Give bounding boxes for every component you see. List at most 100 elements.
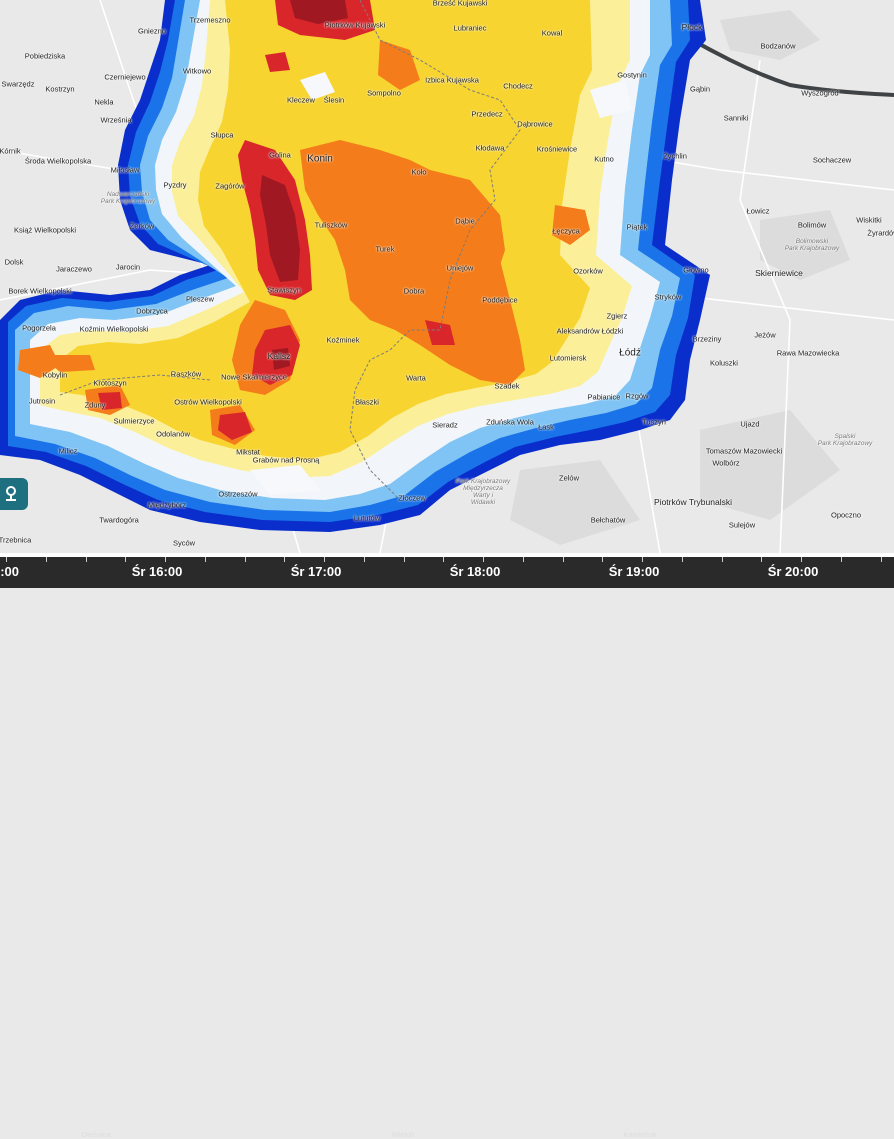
timeline-tick <box>324 557 325 562</box>
place-label: Kostrzyn <box>45 84 75 94</box>
place-label: Trzemeszno <box>189 15 231 25</box>
timeline-label[interactable]: Śr 16:00 <box>131 564 183 579</box>
place-label: Opoczno <box>830 510 862 520</box>
place-label: Konin <box>307 153 333 165</box>
place-label: Aleksandrów Łódzki <box>556 326 624 336</box>
place-label: Rawa Mazowiecka <box>776 348 840 358</box>
place-label: Lutomiersk <box>549 353 587 363</box>
map-label-below: Kamieńsk <box>623 1130 657 1139</box>
place-label: Ślesin <box>323 95 345 105</box>
timeline-tick <box>841 557 842 562</box>
place-label: Wolbórz <box>712 458 740 468</box>
place-label: Grabów nad Prosną <box>252 455 320 465</box>
timeline-tick <box>404 557 405 562</box>
place-label: Kobylin <box>42 370 68 380</box>
place-label: Sochaczew <box>812 155 852 165</box>
place-label: Odolanów <box>156 429 190 439</box>
timeline-tick <box>46 557 47 562</box>
place-label: Zgierz <box>606 311 628 321</box>
place-label: Brześć Kujawski <box>432 0 488 8</box>
timeline-tick <box>483 557 484 562</box>
timeline-label[interactable]: 5:00 <box>0 564 20 579</box>
place-label: Jutrosin <box>28 396 56 406</box>
timeline-bar[interactable]: 5:00 Śr 16:00 Śr 17:00 Śr 18:00 Śr 19:00… <box>0 553 894 1139</box>
place-label: Pobiedziska <box>24 51 66 61</box>
place-label: Pabianice <box>587 392 621 402</box>
place-label: Tomaszów Mazowiecki <box>705 446 783 456</box>
place-label: Zagórów <box>215 181 245 191</box>
place-label: Sulmierzyce <box>113 416 155 426</box>
precipitation-overlay <box>0 0 710 532</box>
timeline-label[interactable]: Śr 19:00 <box>608 564 660 579</box>
timeline-tick <box>364 557 365 562</box>
place-label: Koźmin Wielkopolski <box>79 324 149 334</box>
place-label: Książ Wielkopolski <box>13 225 77 235</box>
map-label-below: Wieluń <box>391 1130 415 1139</box>
place-label: Turek <box>375 244 395 254</box>
timeline-tick <box>642 557 643 562</box>
park-label: Park Krajobrazowy Międzyrzecza Warty i W… <box>455 478 511 506</box>
place-label: Łódź <box>619 347 641 359</box>
place-label: Pogorzela <box>22 323 56 333</box>
place-label: Słupca <box>210 130 234 140</box>
place-label: Środa Wielkopolska <box>24 156 92 166</box>
place-label: Sulejów <box>728 520 756 530</box>
timeline-tick <box>245 557 246 562</box>
place-label: Międzybórz <box>147 500 187 510</box>
timeline-label[interactable]: Śr 17:00 <box>290 564 342 579</box>
place-label: Gostynin <box>617 70 647 80</box>
place-label: Golina <box>269 150 291 160</box>
timeline-tick <box>682 557 683 562</box>
place-label: Dobrzyca <box>136 306 168 316</box>
place-label: Przedecz <box>471 109 503 119</box>
place-label: Izbica Kujawska <box>425 75 479 85</box>
timeline-tick <box>86 557 87 562</box>
park-label: Nadwarciański Park Krajobrazowy <box>100 191 156 205</box>
timeline-tick <box>881 557 882 562</box>
place-label: Witkowo <box>182 66 212 76</box>
timeline-label[interactable]: Śr 18:00 <box>449 564 501 579</box>
place-label: Płock <box>681 22 703 32</box>
location-pin-icon <box>6 486 16 501</box>
place-label: Syców <box>172 538 196 548</box>
timeline-tick <box>284 557 285 562</box>
place-label: Zduny <box>84 400 106 410</box>
timeline-label[interactable]: Śr 20:00 <box>767 564 819 579</box>
voivodeship-border <box>349 0 521 501</box>
place-label: Bełchatów <box>590 515 626 525</box>
place-label: Jarocin <box>115 262 141 272</box>
place-label: Skierniewice <box>755 268 803 278</box>
place-label: Koło <box>411 167 427 177</box>
place-label: Żerków <box>129 221 155 231</box>
place-label: Piotrków Trybunalski <box>654 497 732 507</box>
timeline-progress[interactable] <box>0 553 894 557</box>
park-label: Spalski Park Krajobrazowy <box>817 433 873 447</box>
radar-map[interactable] <box>0 0 894 588</box>
place-label: Koźminek <box>326 335 360 345</box>
place-label: Łęczyca <box>552 226 580 236</box>
place-label: Poddębice <box>482 295 518 305</box>
timeline-tick <box>125 557 126 562</box>
timeline-tick <box>602 557 603 562</box>
place-label: Ujazd <box>740 419 760 429</box>
place-label: Pyzdry <box>163 180 187 190</box>
place-label: Krotoszyn <box>93 378 127 388</box>
place-label: Łowicz <box>746 206 770 216</box>
place-label: Mikstat <box>236 447 260 457</box>
place-label: Głowno <box>683 265 709 275</box>
place-label: Jaraczewo <box>56 264 92 274</box>
place-label: Piotrków Kujawski <box>324 20 386 30</box>
place-label: Dobra <box>403 286 425 296</box>
location-button[interactable] <box>0 478 28 510</box>
place-label: Kutno <box>594 154 614 164</box>
timeline-tick <box>722 557 723 562</box>
timeline-tick <box>205 557 206 562</box>
place-label: Rzgów <box>625 391 649 401</box>
place-label: Żyrardów <box>867 228 894 238</box>
place-label: Żychlin <box>663 151 687 161</box>
timeline-tick <box>6 557 7 562</box>
place-label: Koluszki <box>710 358 738 368</box>
place-label: Września <box>100 115 132 125</box>
place-label: Wiskitki <box>856 215 882 225</box>
county-border <box>59 374 211 396</box>
